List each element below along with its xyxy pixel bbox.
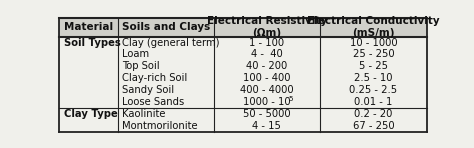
Text: 5 - 25: 5 - 25 xyxy=(359,61,388,71)
Text: 5: 5 xyxy=(288,96,293,102)
Text: 10 - 1000: 10 - 1000 xyxy=(349,37,397,48)
Text: Sandy Soil: Sandy Soil xyxy=(122,85,174,95)
Text: Clay (general term): Clay (general term) xyxy=(122,37,220,48)
Text: 400 - 4000: 400 - 4000 xyxy=(240,85,293,95)
Text: Soils and Clays: Soils and Clays xyxy=(122,22,210,32)
Text: 1000 - 10: 1000 - 10 xyxy=(243,97,291,107)
Text: 25 - 250: 25 - 250 xyxy=(353,49,394,59)
Text: Soil Types: Soil Types xyxy=(64,37,120,48)
Text: 50 - 5000: 50 - 5000 xyxy=(243,109,291,119)
Text: Electrical Resistivity
(Ωm): Electrical Resistivity (Ωm) xyxy=(207,16,327,38)
Text: Clay Type: Clay Type xyxy=(64,109,118,119)
Text: Kaolinite: Kaolinite xyxy=(122,109,166,119)
Text: Material: Material xyxy=(64,22,113,32)
Text: Montmorilonite: Montmorilonite xyxy=(122,121,198,131)
Text: Electrical Conductivity
(mS/m): Electrical Conductivity (mS/m) xyxy=(307,16,440,38)
Text: Loose Sands: Loose Sands xyxy=(122,97,185,107)
Text: 0.2 - 20: 0.2 - 20 xyxy=(354,109,392,119)
Text: 0.01 - 1: 0.01 - 1 xyxy=(354,97,392,107)
Text: 67 - 250: 67 - 250 xyxy=(353,121,394,131)
Text: 100 - 400: 100 - 400 xyxy=(243,73,291,83)
Text: 0.25 - 2.5: 0.25 - 2.5 xyxy=(349,85,397,95)
Text: 4 - 15: 4 - 15 xyxy=(252,121,281,131)
Text: Clay-rich Soil: Clay-rich Soil xyxy=(122,73,188,83)
Text: Top Soil: Top Soil xyxy=(122,61,160,71)
Text: Loam: Loam xyxy=(122,49,150,59)
Text: 2.5 - 10: 2.5 - 10 xyxy=(354,73,392,83)
Text: 40 - 200: 40 - 200 xyxy=(246,61,287,71)
FancyBboxPatch shape xyxy=(59,18,427,37)
Text: 4 -  40: 4 - 40 xyxy=(251,49,283,59)
Text: 1 - 100: 1 - 100 xyxy=(249,37,284,48)
